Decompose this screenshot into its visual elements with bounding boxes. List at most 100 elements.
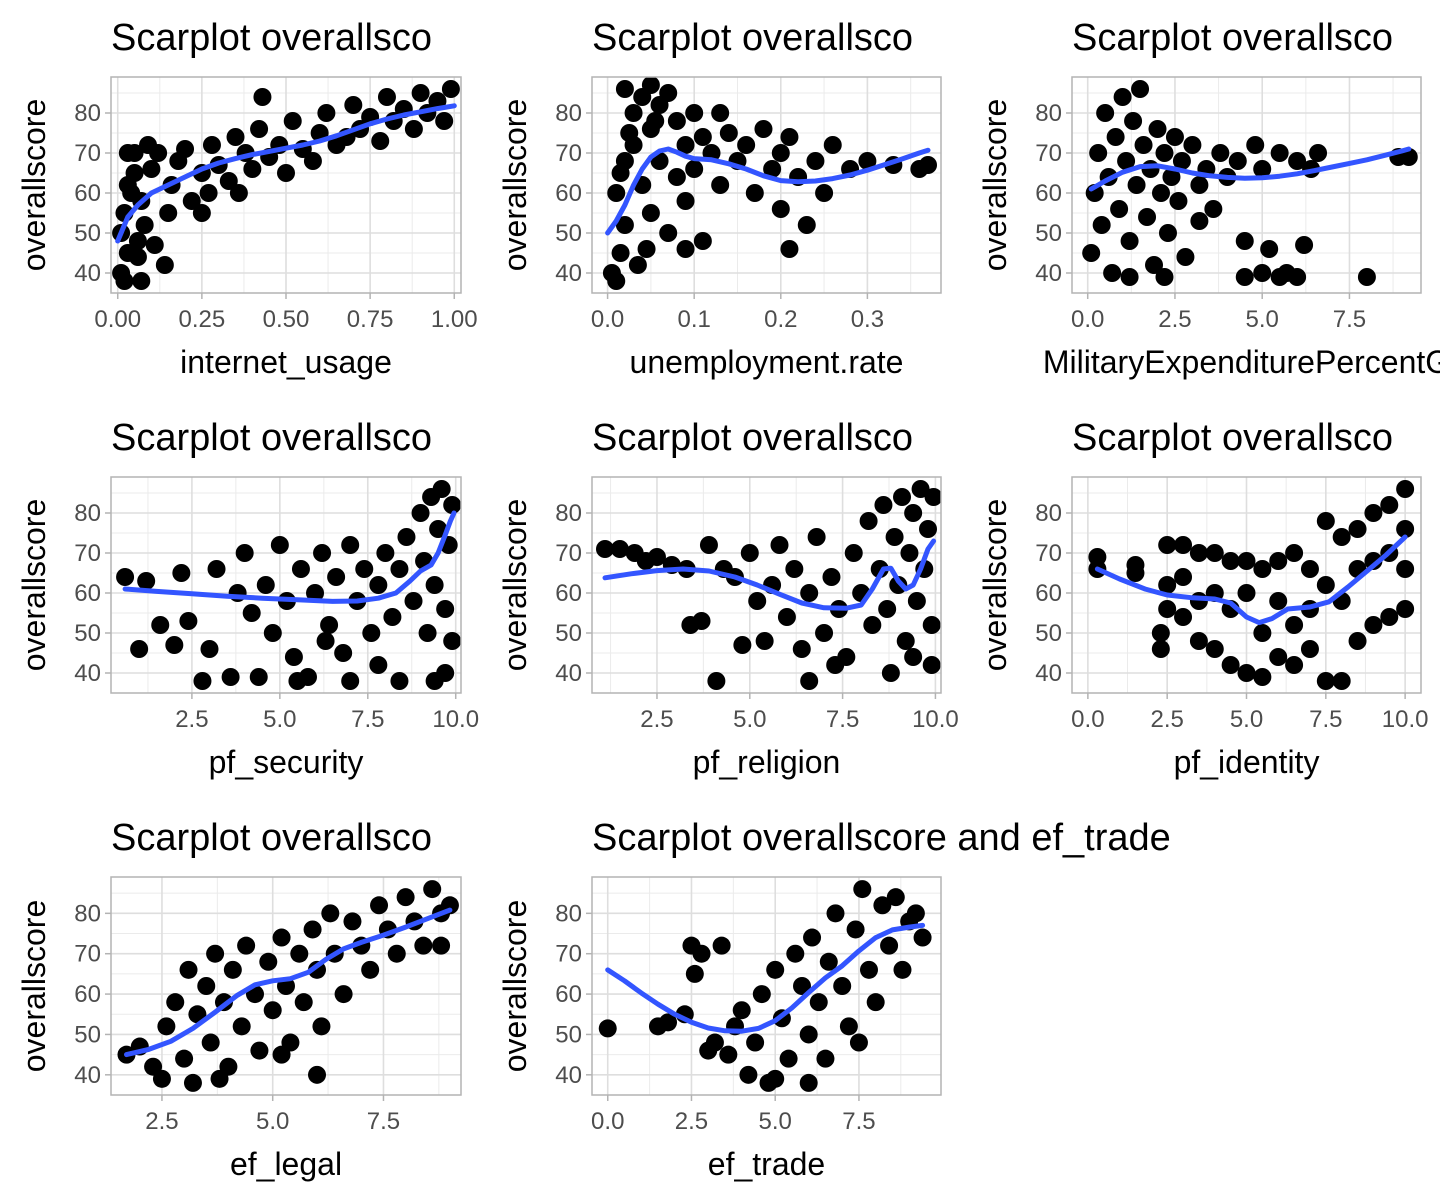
data-point [745, 184, 764, 202]
data-point [641, 77, 660, 94]
y-tick-label: 80 [1035, 500, 1062, 527]
data-point [637, 240, 656, 258]
data-point [1295, 236, 1314, 254]
data-point [1190, 212, 1209, 230]
y-tick-label: 60 [555, 580, 582, 607]
x-tick-label: 7.5 [351, 706, 384, 733]
data-point [344, 96, 363, 114]
data-point [844, 544, 863, 562]
data-point [1158, 224, 1177, 242]
data-point [376, 544, 395, 562]
data-point [676, 240, 695, 258]
data-point [1117, 152, 1136, 170]
data-point [1285, 544, 1304, 562]
data-point [620, 124, 639, 142]
y-tick-label: 50 [555, 1021, 582, 1048]
data-point [362, 624, 381, 642]
data-point [199, 184, 218, 202]
data-point [693, 232, 712, 250]
data-point [611, 164, 630, 182]
data-point [1380, 608, 1399, 626]
y-tick-label: 40 [555, 260, 582, 287]
data-point [159, 204, 178, 222]
y-tick-label: 60 [1035, 580, 1062, 607]
data-point [906, 904, 925, 923]
data-point [361, 960, 380, 979]
data-point [659, 1013, 678, 1032]
y-tick-label: 70 [74, 540, 101, 567]
data-point [719, 1045, 738, 1064]
data-point [659, 84, 678, 102]
y-tick-label: 40 [74, 260, 101, 287]
data-point [290, 944, 309, 963]
data-point [1364, 504, 1383, 522]
data-point [733, 636, 752, 654]
data-point [1316, 672, 1335, 690]
data-point [1300, 560, 1319, 578]
data-point [763, 160, 782, 178]
data-point [152, 1069, 171, 1088]
data-point [766, 960, 785, 979]
data-point [151, 616, 170, 634]
data-point [800, 672, 819, 690]
y-tick-label: 70 [74, 140, 101, 167]
data-point [1134, 136, 1153, 154]
data-point [1174, 568, 1193, 586]
data-point [202, 136, 221, 154]
data-point [732, 1001, 751, 1020]
data-point [1120, 268, 1139, 286]
x-tick-label: 7.5 [1333, 306, 1366, 333]
data-point [646, 112, 665, 130]
data-point [1211, 144, 1230, 162]
smooth-line [122, 510, 457, 604]
data-point [819, 952, 838, 971]
y-tick-label: 70 [1035, 540, 1062, 567]
data-point [175, 1049, 194, 1068]
panel-title: Scarplot overallsco [592, 17, 913, 59]
data-point [1106, 128, 1125, 146]
data-point [232, 1017, 251, 1036]
plot-panel-8: 0.0 2.5 5.0 7.5 40 50 60 70 80 Scarplot overallsc… [497, 817, 1171, 1182]
data-point [886, 888, 905, 907]
data-point [777, 608, 796, 626]
data-point [369, 576, 388, 594]
y-tick-label: 40 [555, 660, 582, 687]
plot-border [110, 476, 462, 694]
y-axis-label: overallscore [16, 499, 52, 672]
data-point [128, 232, 147, 250]
x-tick-label: 2.5 [1158, 306, 1191, 333]
data-point [1120, 232, 1139, 250]
data-point [1189, 544, 1208, 562]
data-point [1260, 240, 1279, 258]
data-point [748, 592, 767, 610]
y-axis-label: overallscore [16, 900, 52, 1073]
data-point [823, 136, 842, 154]
data-point [249, 668, 268, 686]
y-tick-label: 40 [74, 1062, 101, 1089]
data-point [320, 616, 339, 634]
data-point [1285, 616, 1304, 634]
y-tick-label: 50 [555, 620, 582, 647]
data-point [1148, 120, 1167, 138]
plot-panel-2: 0.0 0.1 0.2 0.3 40 50 60 70 80 Scarplot overallsc… [497, 17, 942, 380]
x-tick-label: 2.5 [175, 706, 208, 733]
data-point [1396, 520, 1415, 538]
data-point [885, 528, 904, 546]
data-point [139, 136, 158, 154]
data-point [878, 600, 897, 618]
y-tick-label: 60 [74, 580, 101, 607]
data-point [740, 544, 759, 562]
x-axis-label: pf_security [209, 744, 364, 780]
data-point [223, 960, 242, 979]
y-tick-label: 50 [74, 620, 101, 647]
data-point [411, 84, 430, 102]
data-point [435, 112, 454, 130]
data-point [815, 624, 834, 642]
plot-border [1071, 76, 1422, 294]
data-point [667, 112, 686, 130]
data-point [707, 672, 726, 690]
data-point [1189, 632, 1208, 650]
data-point [807, 528, 826, 546]
data-point [1172, 152, 1191, 170]
